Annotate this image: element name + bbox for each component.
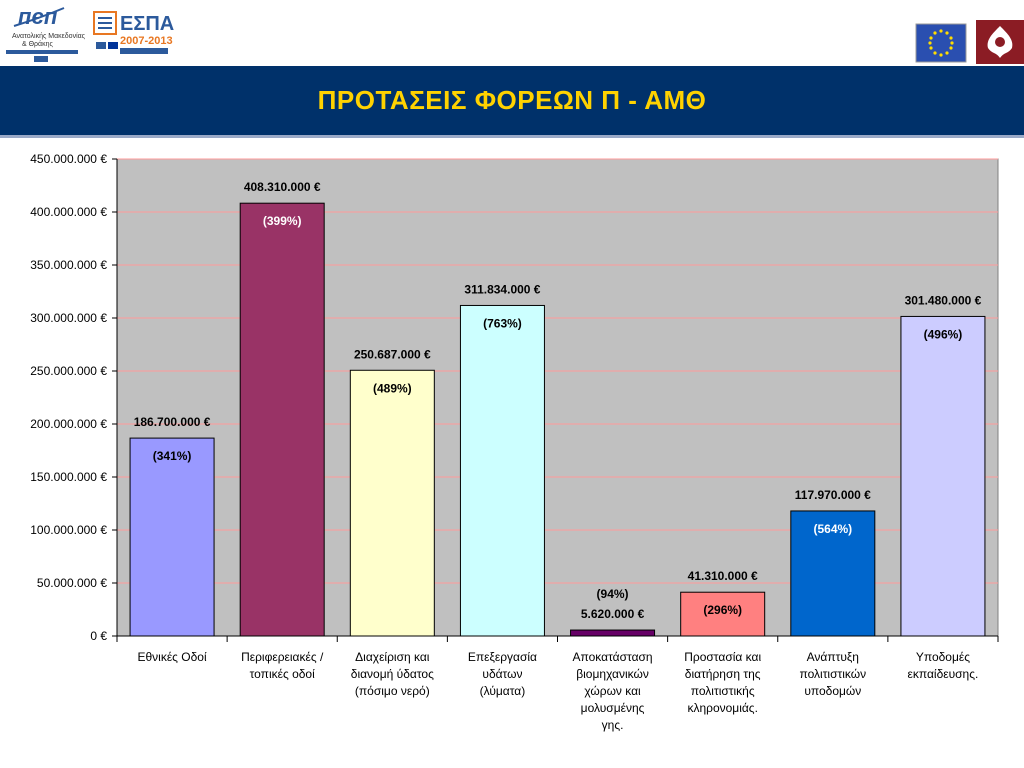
eu-flag-icon <box>915 23 967 63</box>
espa-logo-years: 2007-2013 <box>120 35 173 47</box>
bar <box>790 510 876 637</box>
category-label: διανομή ύδατος <box>351 667 434 681</box>
pep-logo: пєп Ανατολικής Μακεδονίας & Θράκης <box>6 4 86 62</box>
espa-logo-text: ΕΣΠΑ <box>120 13 174 35</box>
page-title: ΠΡΟΤΑΣΕΙΣ ΦΟΡΕΩΝ Π - ΑΜΘ <box>317 85 707 115</box>
svg-text:пєп: пєп <box>18 4 58 29</box>
value-label: 250.687.000 € <box>354 347 431 361</box>
pct-label: (763%) <box>483 316 522 330</box>
greek-emblem-icon <box>976 20 1024 64</box>
y-tick-label: 200.000.000 € <box>30 417 107 431</box>
pct-label: (564%) <box>813 522 852 536</box>
category-label: Εθνικές Οδοί <box>137 650 206 664</box>
category-label: υδάτων <box>482 667 522 681</box>
value-label: 186.700.000 € <box>134 415 211 429</box>
y-tick-label: 0 € <box>90 629 107 643</box>
espa-logo: ΕΣΠΑ 2007-2013 <box>93 11 174 54</box>
category-label: τοπικές οδοί <box>250 667 316 681</box>
y-tick-label: 100.000.000 € <box>30 523 107 537</box>
pct-label: (399%) <box>263 214 302 228</box>
y-tick-label: 450.000.000 € <box>30 152 107 166</box>
category-label: (πόσιμο νερό) <box>355 684 430 698</box>
value-label: 408.310.000 € <box>244 180 321 194</box>
category-label: πολιτιστικών <box>799 667 866 681</box>
value-label: 41.310.000 € <box>688 569 758 583</box>
category-label: Προστασία και <box>684 650 761 664</box>
pep-logo-line-1: Ανατολικής Μακεδονίας <box>12 32 86 40</box>
category-label: Επεξεργασία <box>468 650 537 664</box>
category-label: χώρων και <box>584 684 641 698</box>
pct-label: (296%) <box>703 603 742 617</box>
pct-label: (341%) <box>153 449 192 463</box>
logo-svg: пєп Ανατολικής Μακεδονίας & Θράκης ΕΣΠΑ … <box>6 4 1024 64</box>
category-label: Αποκατάσταση <box>573 650 653 664</box>
y-tick-label: 300.000.000 € <box>30 311 107 325</box>
y-tick-label: 350.000.000 € <box>30 258 107 272</box>
logo-bar: пєп Ανατολικής Μακεδονίας & Θράκης ΕΣΠΑ … <box>0 0 1024 66</box>
y-tick-label: 150.000.000 € <box>30 470 107 484</box>
category-label: βιομηχανικών <box>576 667 649 681</box>
bar <box>459 304 545 637</box>
pct-label: (94%) <box>597 587 629 601</box>
y-tick-label: 50.000.000 € <box>37 576 107 590</box>
category-label: μολυσμένης <box>581 701 645 715</box>
category-label: γης. <box>602 718 624 732</box>
bar <box>349 369 435 637</box>
value-label: 311.834.000 € <box>464 282 540 296</box>
category-label: πολιτιστικής <box>691 684 755 698</box>
title-band: ΠΡΟΤΑΣΕΙΣ ΦΟΡΕΩΝ Π - ΑΜΘ <box>0 66 1024 138</box>
y-tick-label: 250.000.000 € <box>30 364 107 378</box>
value-label: 5.620.000 € <box>581 607 645 621</box>
bar-chart: 0 € 50.000.000 € 100.000.000 € 150.000.000 … <box>30 152 999 732</box>
category-label: (λύματα) <box>480 684 526 698</box>
bar <box>900 315 986 637</box>
category-label: Περιφερειακές / <box>241 650 324 664</box>
category-label: κληρονομιάς. <box>687 701 757 715</box>
category-label: υποδομών <box>804 684 861 698</box>
category-label: Υποδομές <box>916 650 970 664</box>
bar <box>239 202 325 637</box>
bar <box>129 437 215 637</box>
category-label: διατήρηση της <box>685 667 761 681</box>
category-label: Διαχείριση και <box>355 650 430 664</box>
y-tick-label: 400.000.000 € <box>30 205 107 219</box>
bar <box>570 629 656 637</box>
pct-label: (496%) <box>924 327 963 341</box>
value-label: 117.970.000 € <box>795 488 871 502</box>
pct-label: (489%) <box>373 381 412 395</box>
value-label: 301.480.000 € <box>905 293 982 307</box>
pep-logo-line-2: & Θράκης <box>22 40 53 48</box>
category-label: Ανάπτυξη <box>807 650 859 664</box>
category-label: εκπαίδευσης. <box>908 667 979 681</box>
bar <box>680 591 766 637</box>
